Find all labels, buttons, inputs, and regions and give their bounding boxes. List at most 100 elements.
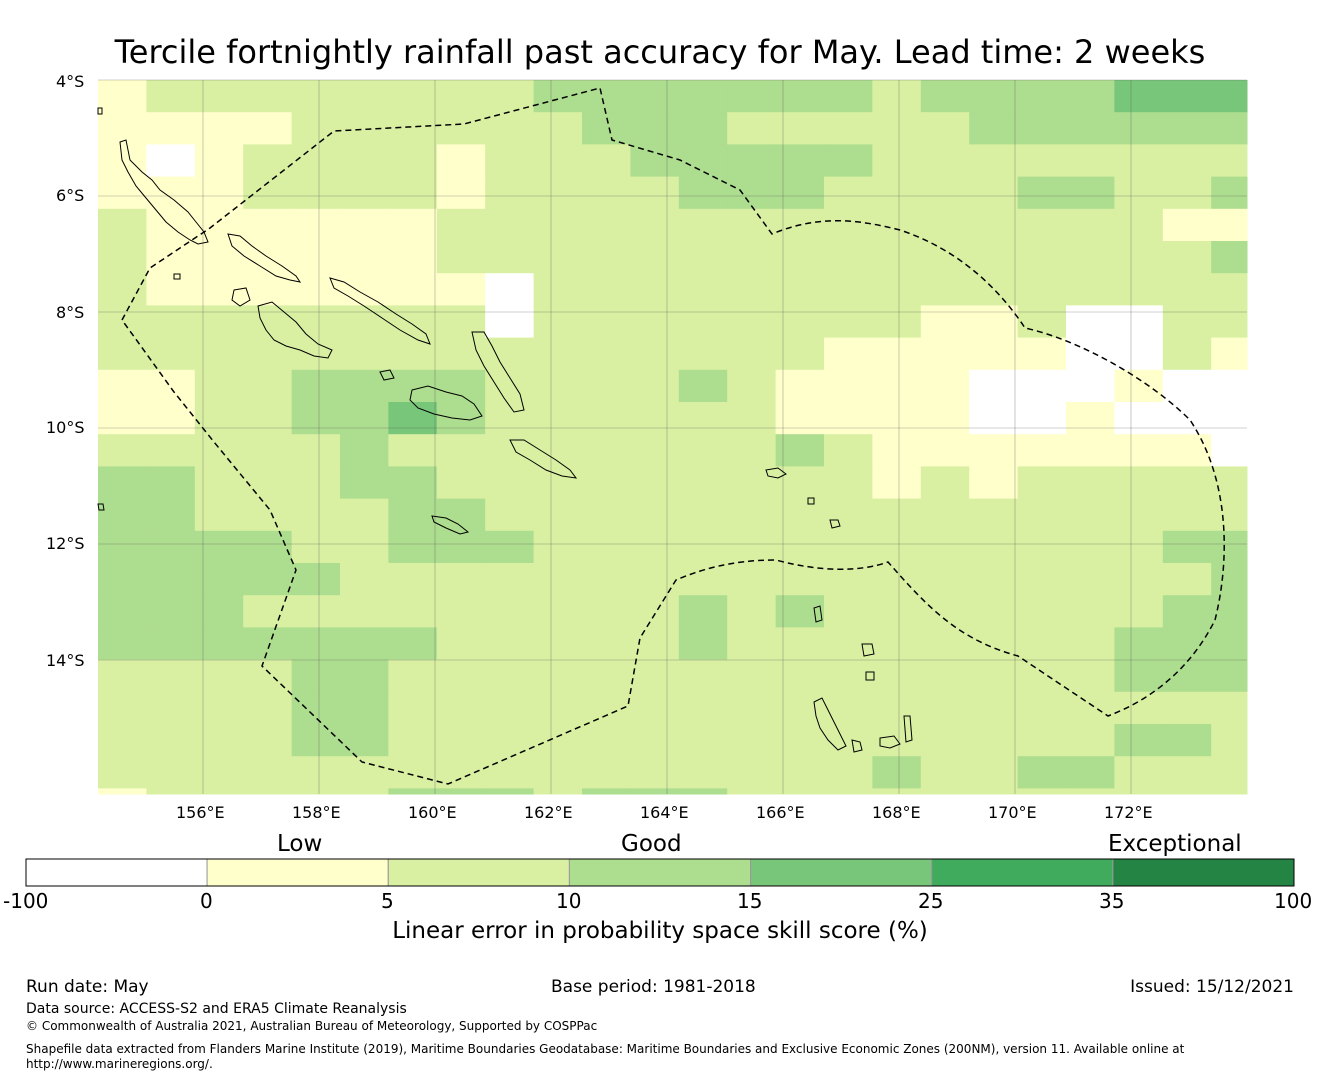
skill-cell [920,788,970,795]
skill-cell [485,466,535,500]
skill-cell [243,305,293,339]
skill-cell [485,498,535,532]
skill-cell [727,498,777,532]
colorbar-segment [1112,858,1295,887]
skill-cell [775,530,825,564]
colorbar-tick: 100 [1274,889,1313,913]
skill-cell [1211,402,1248,435]
skill-cell [1114,724,1164,757]
skill-cell [194,724,244,757]
skill-cell [630,788,680,795]
skill-cell [340,498,389,532]
skill-cell [533,369,583,403]
skill-cell [920,208,970,242]
skill-cell [194,530,244,564]
skill-cell [630,402,680,435]
skill-cell [485,112,535,145]
skill-cell [824,498,873,532]
skill-cell [824,176,873,210]
skill-cell [291,80,341,113]
skill-cell [872,756,922,789]
skill-cell [969,273,1019,306]
skill-cell [194,788,244,795]
skill-cell [727,724,777,757]
skill-cell [485,176,535,210]
skill-cell [1114,595,1164,628]
skill-cell [146,691,196,725]
skill-cell [146,756,196,789]
skill-cell [436,144,486,178]
skill-cell [678,337,728,371]
skill-cell [969,724,1019,757]
skill-cell [243,112,293,145]
skill-cell [533,563,583,596]
skill-cell [1066,241,1115,274]
skill-cell [969,595,1019,628]
skill-cell [1211,337,1248,371]
skill-cell [243,627,293,661]
malaita-island [471,331,525,413]
skill-cell [969,176,1019,210]
skill-cell [485,530,535,564]
skill-cell [1162,595,1212,628]
skill-cell [146,498,196,532]
skill-cell [194,176,244,210]
skill-cell [1162,434,1212,467]
skill-cell [824,788,873,795]
data-source: Data source: ACCESS-S2 and ERA5 Climate … [26,1001,407,1017]
skill-cell [1017,241,1067,274]
skill-cell [872,112,922,145]
skill-cell [1162,659,1212,693]
skill-cell [582,434,631,467]
skill-cell [1114,369,1164,403]
skill-cell [582,369,631,403]
skill-cell [969,563,1019,596]
skill-cell [485,724,535,757]
skill-cell [1066,659,1115,693]
skill-cell [920,434,970,467]
colorbar [25,858,1295,887]
colorbar-segment [750,858,933,887]
skill-cell [1066,434,1115,467]
skill-cell [775,691,825,725]
skill-cell [243,724,293,757]
skill-cell [824,337,873,371]
lat-label-6s: 6°S [56,186,85,205]
skill-cell [1211,176,1248,210]
skill-cell [678,724,728,757]
skill-cell [582,112,631,145]
skill-cell [824,305,873,339]
skill-cell [388,241,438,274]
skill-cell [920,337,970,371]
skill-cell [1066,337,1115,371]
category-good: Good [621,831,682,857]
skill-cell [485,691,535,725]
skill-cell [291,724,341,757]
skill-cell [678,176,728,210]
skill-cell [582,273,631,306]
skill-cell [775,434,825,467]
skill-cell [872,434,922,467]
skill-cell [340,144,389,178]
skill-cell [291,208,341,242]
skill-cell [388,176,438,210]
lon-label-160e: 160°E [408,803,457,822]
skill-cell [1017,563,1067,596]
shapefile-url: http://www.marineregions.org/. [26,1057,213,1071]
skill-cell [824,563,873,596]
skill-cell [630,627,680,661]
skill-cell [969,112,1019,145]
skill-cell [98,273,147,306]
skill-cell [630,434,680,467]
skill-cell [436,756,486,789]
small-islet-2 [97,503,105,511]
skill-cell [1211,144,1248,178]
skill-cell [678,144,728,178]
lon-label-172e: 172°E [1104,803,1153,822]
skill-cell [824,724,873,757]
skill-cell [630,595,680,628]
skill-cell [485,273,535,306]
skill-cell [436,659,486,693]
skill-cell [243,80,293,113]
